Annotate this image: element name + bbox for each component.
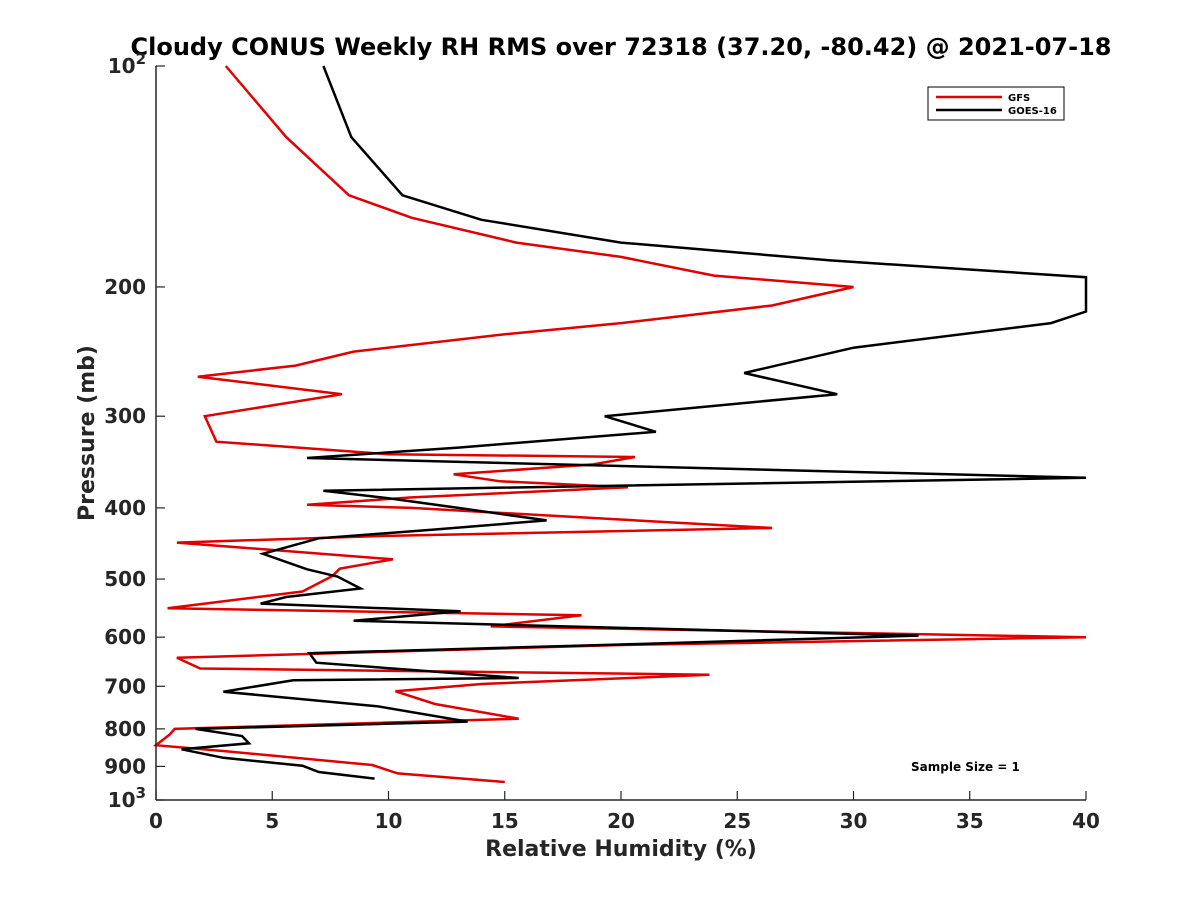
x-ticks: 0 5 10 15 20 25 30 35 40	[149, 791, 1100, 833]
series-line-goes16	[181, 65, 1088, 780]
series-layer	[152, 65, 1088, 784]
legend-label-gfs: GFS	[1008, 93, 1030, 104]
x-axis-label: Relative Humidity (%)	[485, 837, 757, 862]
legend-box	[927, 86, 1065, 121]
sample-size-annotation: Sample Size = 1	[911, 760, 1020, 774]
y-tick-label: 200	[104, 275, 146, 299]
y-tick-label: 400	[104, 496, 146, 520]
legend: GFS GOES-16	[927, 86, 1065, 121]
x-tick-label: 30	[840, 809, 868, 833]
plot-area	[156, 66, 1086, 800]
y-tick-label: 500	[104, 567, 146, 591]
y-tick-label: 900	[104, 754, 146, 778]
x-tick-label: 5	[265, 809, 279, 833]
y-tick-label: 600	[104, 625, 146, 649]
y-ticks: 102 200 300 400 500 600 700 800 900 103	[104, 50, 165, 812]
chart-title: Cloudy CONUS Weekly RH RMS over 72318 (3…	[131, 33, 1112, 61]
legend-label-goes16: GOES-16	[1008, 106, 1057, 117]
x-tick-label: 35	[956, 809, 984, 833]
y-tick-label: 102	[108, 50, 146, 78]
x-tick-label: 25	[723, 809, 751, 833]
x-tick-label: 10	[375, 809, 403, 833]
x-tick-label: 40	[1072, 809, 1100, 833]
y-axis-label: Pressure (mb)	[75, 345, 100, 521]
y-tick-label: 300	[104, 404, 146, 428]
x-tick-label: 0	[149, 809, 163, 833]
series-line-gfs	[152, 65, 1087, 784]
y-tick-label: 700	[104, 674, 146, 698]
x-tick-label: 20	[607, 809, 635, 833]
x-tick-label: 15	[491, 809, 519, 833]
y-tick-label: 800	[104, 717, 146, 741]
y-tick-label: 103	[108, 784, 146, 812]
